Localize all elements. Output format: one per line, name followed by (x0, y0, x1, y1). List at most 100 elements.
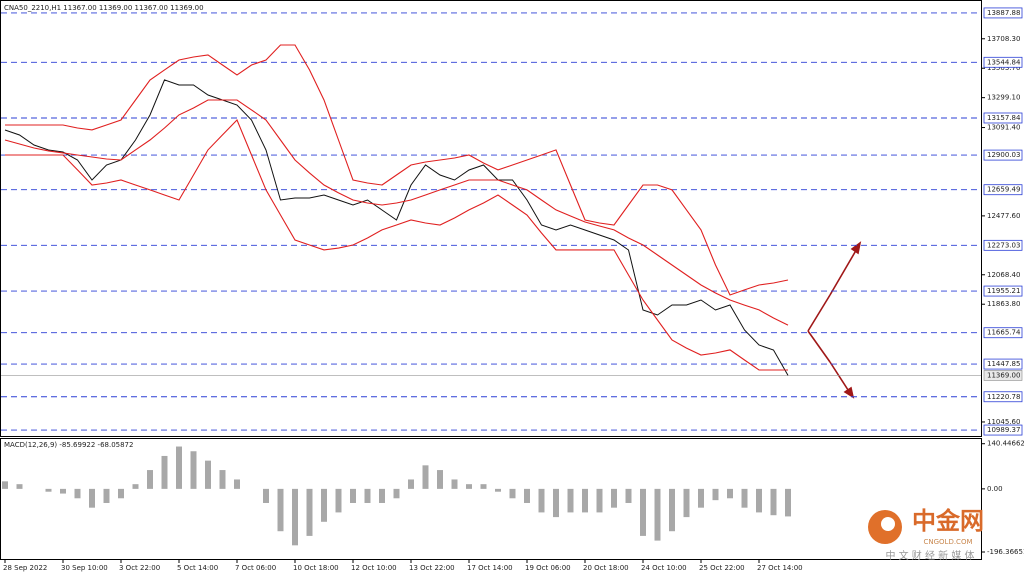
level-label: 11955.21 (987, 287, 1020, 295)
macd-bar (422, 465, 429, 489)
y-tick-label: 13091.40 (987, 124, 1020, 132)
macd-bar (451, 479, 458, 489)
x-tick-label: 20 Oct 18:00 (583, 564, 629, 572)
x-tick-label: 27 Oct 14:00 (757, 564, 803, 572)
x-tick-label: 3 Oct 22:00 (119, 564, 160, 572)
macd-bar (263, 488, 269, 503)
macd-bar (538, 488, 545, 513)
arrow-down-segment (807, 330, 831, 363)
x-tick-label: 28 Sep 2022 (3, 564, 47, 572)
macd-bar (335, 488, 342, 513)
level-label-box (983, 7, 1023, 19)
level-label: 13544.84 (987, 58, 1021, 66)
macd-bar (596, 488, 603, 513)
bollinger-band (5, 44, 789, 296)
macd-bar (669, 488, 675, 532)
macd-bar (292, 488, 298, 546)
macd-bar (45, 488, 52, 492)
macd-bar (103, 488, 110, 503)
x-tick-label: 19 Oct 06:00 (525, 564, 571, 572)
y-tick-label: 12068.40 (987, 271, 1020, 279)
macd-bar (306, 488, 313, 536)
macd-bar (480, 484, 487, 489)
level-label-box (983, 327, 1023, 339)
macd-bar (524, 488, 530, 503)
macd-bar (727, 488, 733, 499)
macd-bar (640, 488, 646, 536)
macd-bar (219, 470, 226, 489)
macd-bar (611, 488, 617, 508)
y-tick-label: 11863.80 (987, 300, 1020, 308)
macd-bar (2, 481, 8, 489)
y-tick-label: 13299.10 (987, 94, 1020, 102)
level-label-box (983, 391, 1023, 403)
arrow-up-segment (807, 294, 831, 332)
macd-bar (437, 470, 443, 489)
forecast-arrows (807, 241, 862, 399)
macd-bar (321, 488, 327, 522)
level-label: 13157.84 (987, 114, 1021, 122)
level-label-box (983, 149, 1023, 161)
main-panel (0, 0, 982, 437)
x-tick-label: 24 Oct 10:00 (641, 564, 687, 572)
macd-bar (408, 479, 414, 489)
level-label-box (983, 56, 1023, 68)
logo-mark (881, 517, 895, 531)
level-label-box (983, 184, 1023, 196)
macd-bar (350, 488, 356, 503)
macd-bar (466, 484, 472, 489)
macd-bar (741, 488, 748, 508)
level-label: 12900.03 (987, 151, 1020, 159)
macd-bar (379, 488, 385, 503)
macd-bar (567, 488, 574, 513)
level-label-box (983, 358, 1023, 370)
bollinger-band (5, 119, 788, 371)
macd-bar (364, 488, 371, 503)
macd-bar (74, 488, 81, 499)
logo-name: 中金网 (912, 507, 984, 535)
macd-bar (190, 451, 197, 489)
macd-bar (770, 488, 777, 516)
macd-bar (16, 484, 23, 489)
macd-bar (553, 488, 559, 518)
x-tick-label: 12 Oct 10:00 (351, 564, 397, 572)
arrow-head (843, 386, 855, 399)
y-tick-label: -196.36651 (987, 548, 1024, 556)
x-tick-label: 13 Oct 22:00 (409, 564, 455, 572)
level-label-box (983, 285, 1023, 297)
macd-bar (205, 460, 211, 489)
macd-bar (118, 488, 124, 499)
macd-title: MACD(12,26,9) -85.69922 -68.05872 (4, 441, 133, 449)
level-label: 13887.88 (987, 9, 1020, 17)
macd-bar (161, 455, 168, 489)
macd-bar (698, 488, 704, 508)
arrow-head (850, 241, 862, 255)
x-tick-label: 30 Sep 10:00 (61, 564, 108, 572)
current-price-label: 11369.00 (987, 371, 1020, 379)
chart-title: CNA50_2210,H1 11367.00 11369.00 11367.00… (4, 4, 204, 12)
logo-url: CNGOLD.COM (923, 538, 972, 546)
x-tick-label: 10 Oct 18:00 (293, 564, 339, 572)
macd-bar (712, 488, 719, 501)
level-label-box (983, 112, 1023, 124)
macd-bar (234, 479, 240, 489)
macd-bar (132, 484, 139, 489)
y-tick-label: 12477.60 (987, 212, 1020, 220)
arrow-down-segment (829, 361, 851, 394)
x-tick-label: 5 Oct 14:00 (177, 564, 218, 572)
arrow-up-segment (829, 246, 859, 296)
logo-tagline: 中 文 财 经 新 媒 体 (885, 549, 974, 562)
level-label: 11447.85 (987, 360, 1020, 368)
y-tick-label: 13503.70 (987, 64, 1020, 72)
macd-bar (176, 446, 182, 489)
bollinger-band (4, 99, 789, 326)
macd-bar (495, 488, 501, 492)
macd-bar (147, 470, 153, 489)
y-tick-label: 0.00 (987, 485, 1003, 493)
y-tick-label: 11045.60 (987, 418, 1020, 426)
x-tick-label: 17 Oct 14:00 (467, 564, 513, 572)
x-tick-label: 7 Oct 06:00 (235, 564, 276, 572)
current-price-box (983, 370, 1023, 381)
price-line (4, 79, 789, 376)
